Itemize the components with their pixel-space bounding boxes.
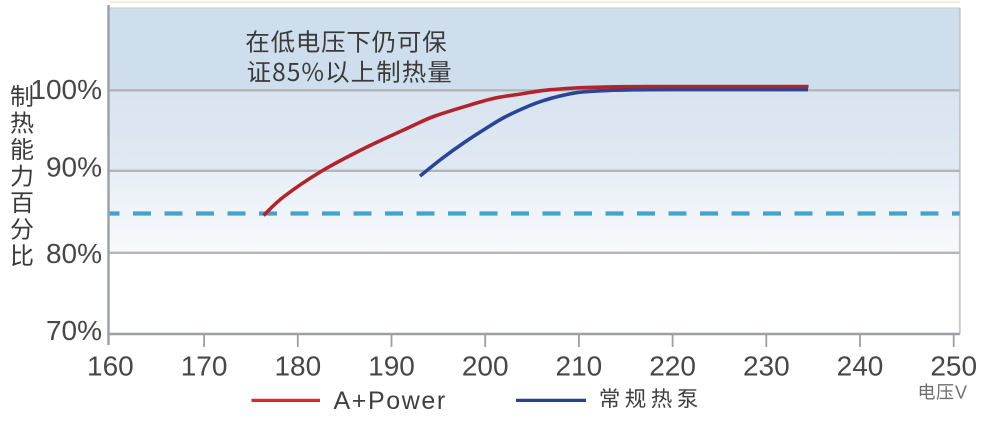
svg-text:70%: 70% [46, 315, 102, 346]
svg-text:170: 170 [181, 350, 228, 381]
svg-text:A+Power: A+Power [334, 387, 447, 415]
svg-text:V: V [955, 382, 967, 402]
svg-text:90%: 90% [46, 152, 102, 183]
svg-text:240: 240 [837, 350, 884, 381]
svg-text:190: 190 [368, 350, 415, 381]
svg-text:230: 230 [743, 350, 790, 381]
svg-text:220: 220 [649, 350, 696, 381]
svg-text:210: 210 [556, 350, 603, 381]
svg-text:250: 250 [930, 350, 977, 381]
svg-text:180: 180 [274, 350, 321, 381]
svg-text:80%: 80% [46, 238, 102, 269]
svg-text:200: 200 [462, 350, 509, 381]
svg-text:100%: 100% [30, 74, 102, 105]
svg-text:160: 160 [87, 350, 134, 381]
